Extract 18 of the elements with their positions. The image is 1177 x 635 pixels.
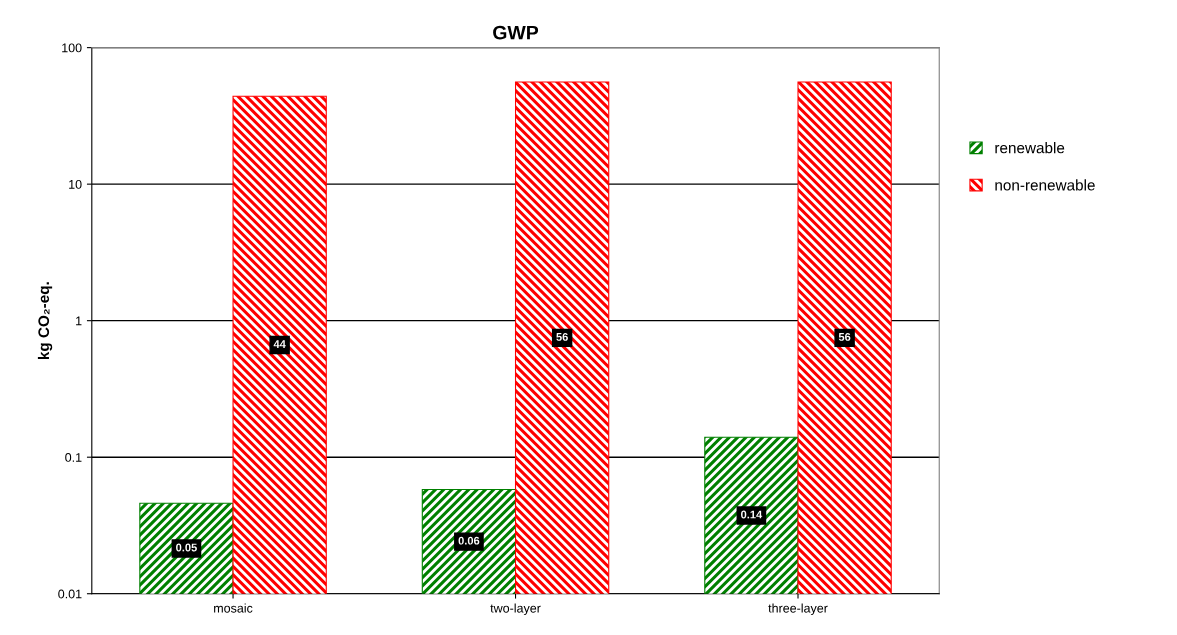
y-tick-label: 0.01 (58, 589, 82, 599)
x-tick-label: three-layer (768, 603, 828, 616)
data-label: 56 (556, 332, 568, 341)
y-axis-title: kg CO₂-eq. (37, 282, 53, 360)
y-tick-label: 10 (69, 179, 82, 189)
legend-label: non-renewable (995, 179, 1095, 191)
data-label: 44 (273, 340, 286, 348)
data-label: 0.06 (458, 536, 480, 545)
y-tick-label: 100 (62, 43, 82, 53)
x-tick-label: two-layer (490, 603, 541, 616)
y-tick-label: 1 (76, 316, 82, 326)
legend-label: renewable (995, 142, 1065, 154)
chart-title: GWP (493, 25, 539, 40)
data-label: 56 (838, 332, 851, 341)
data-label: 0.14 (741, 510, 763, 519)
data-label: 0.05 (176, 543, 197, 552)
x-tick-label: mosaic (214, 603, 253, 613)
y-tick-label: 0.1 (65, 453, 82, 462)
